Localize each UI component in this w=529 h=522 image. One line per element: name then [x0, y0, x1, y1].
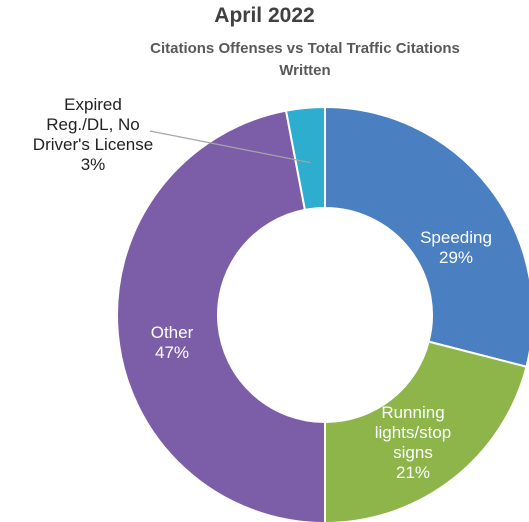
- slice-label-line: Expired: [64, 95, 122, 114]
- slice-running: [324, 340, 528, 522]
- slice-expired: [284, 105, 326, 212]
- slice-label-running: Running lights/stop signs 21%: [375, 403, 452, 482]
- slice-label-line: Reg./DL, No: [46, 115, 140, 134]
- slice-label-line: 3%: [81, 155, 106, 174]
- slice-label-line: lights/stop: [375, 423, 452, 442]
- slice-label-other: Other 47%: [151, 323, 194, 362]
- slice-label-speeding: Speeding 29%: [420, 228, 492, 267]
- slice-label-line: signs: [393, 443, 433, 462]
- slice-label-line: 47%: [155, 343, 189, 362]
- slice-label-line: Running: [381, 403, 444, 422]
- slice-label-expired: Expired Reg./DL, No Driver's License 3%: [33, 95, 153, 174]
- slice-label-line: Speeding: [420, 228, 492, 247]
- slice-speeding: [324, 105, 529, 368]
- chart-subtitle: Citations Offenses vs Total Traffic Cita…: [150, 40, 460, 79]
- slice-label-line: Other: [151, 323, 194, 342]
- slice-other: [116, 109, 326, 522]
- slice-label-line: Driver's License: [33, 135, 153, 154]
- slice-label-line: 21%: [396, 463, 430, 482]
- leader-line-expired: [149, 130, 311, 164]
- slice-label-line: 29%: [439, 248, 473, 267]
- chart-title: April 2022: [214, 4, 315, 27]
